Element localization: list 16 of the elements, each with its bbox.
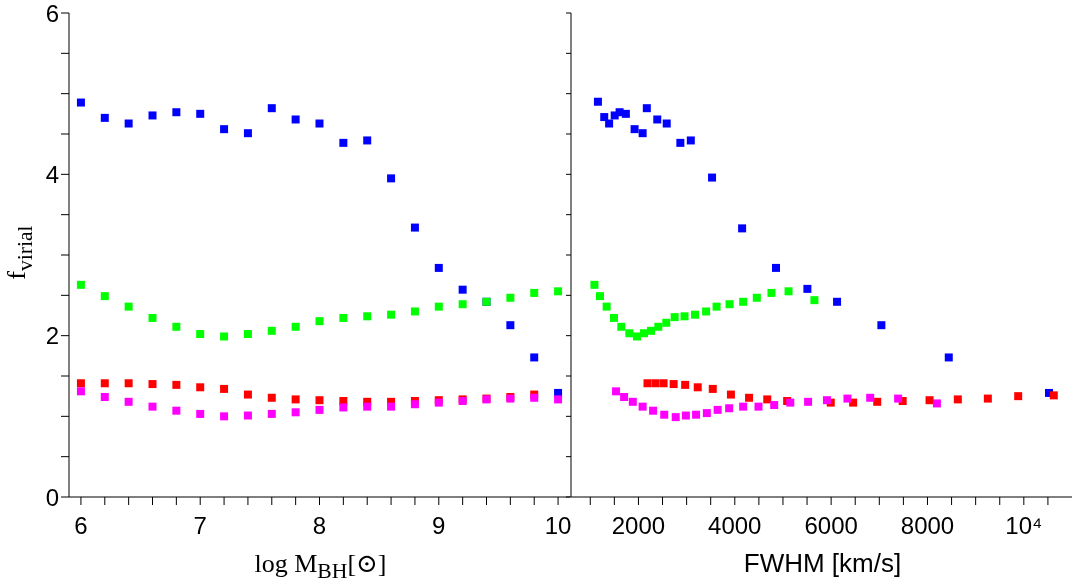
y-tick-label: 4 — [45, 160, 59, 188]
x-tick-label: 8000 — [900, 512, 955, 540]
x-tick-label: 10⁴ — [1005, 512, 1043, 540]
x-tick-label: 4000 — [708, 512, 762, 540]
x-tick-label: 2000 — [611, 512, 666, 540]
y-tick-label: 2 — [45, 322, 59, 350]
y-tick-label: 6 — [45, 0, 59, 27]
x-tick-label: 9 — [432, 512, 446, 540]
x-axis-title: log M$_{BH}$[⊙] — [253, 548, 388, 585]
x-tick-label: 6000 — [804, 512, 858, 540]
x-axis-title: FWHM [km/s] — [742, 548, 903, 579]
y-tick-label: 0 — [45, 483, 59, 511]
x-tick-label: 7 — [193, 512, 207, 540]
x-tick-label: 6 — [74, 512, 88, 540]
x-tick-label: 10 — [544, 512, 572, 540]
x-tick-label: 8 — [312, 512, 327, 540]
